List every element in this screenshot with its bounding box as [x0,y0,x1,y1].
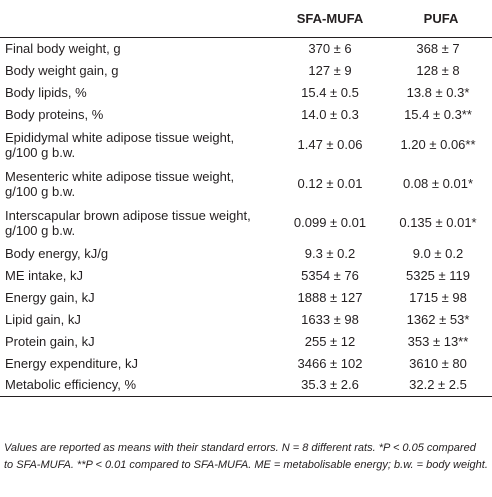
table-row: Energy expenditure, kJ 3466 ± 102 3610 ± 8… [0,352,492,374]
cell-sfa-mufa: 1888 ± 127 [297,289,363,305]
cell-pufa: 1362 ± 53* [406,311,470,327]
row-label: Epididymal white adipose tissue weight, g… [0,125,270,164]
cell-pufa: 32.2 ± 2.5 [409,377,467,393]
table-row: Epididymal white adipose tissue weight, g… [0,125,492,164]
row-label-line: Body lipids, % [5,84,87,100]
row-label-line: Mesenteric white adipose tissue weight, [5,168,235,184]
cell-sfa-mufa: 15.4 ± 0.5 [301,84,359,100]
cell-sfa-mufa: 0.099 ± 0.01 [293,215,367,230]
table-row: Final body weight, g 370 ± 6 368 ± 7 [0,37,492,59]
row-label: Mesenteric white adipose tissue weight, g… [0,164,270,203]
cell-sfa-mufa: 5354 ± 76 [301,267,359,283]
row-label: Interscapular brown adipose tissue weigh… [0,203,270,242]
table-row: Energy gain, kJ 1888 ± 127 1715 ± 98 [0,286,492,308]
cell-pufa: 0.08 ± 0.01* [402,176,474,191]
row-label-line: g/100 g b.w. [5,183,76,199]
row-label: Protein gain, kJ [0,330,270,352]
cell-pufa: 15.4 ± 0.3** [404,106,472,122]
row-label: Body energy, kJ/g [0,242,270,264]
cell-pufa: 0.135 ± 0.01* [399,215,477,230]
row-label: Body lipids, % [0,81,270,103]
header-sfa-mufa: SFA-MUFA [270,0,390,38]
table-row: Mesenteric white adipose tissue weight, g… [0,164,492,203]
cell-sfa-mufa: 35.3 ± 2.6 [301,377,359,393]
table-body: Final body weight, g 370 ± 6 368 ± 7 Body w… [0,37,492,396]
cell-sfa-mufa: 1633 ± 98 [301,311,359,327]
row-label: Lipid gain, kJ [0,308,270,330]
cell-pufa: 128 ± 8 [416,62,460,78]
row-label: Energy expenditure, kJ [0,352,270,374]
table-row: Protein gain, kJ 255 ± 12 353 ± 13** [0,330,492,352]
row-label-line: Body proteins, % [5,106,104,122]
cell-pufa: 3610 ± 80 [409,355,467,371]
row-label-line: Epididymal white adipose tissue weight, [5,129,235,145]
cell-sfa-mufa: 0.12 ± 0.01 [297,176,363,191]
results-table: SFA-MUFA PUFA Final body weight, g 370 ± … [0,0,492,396]
row-label-line: ME intake, kJ [5,267,84,283]
row-label: Body proteins, % [0,103,270,125]
table-row: Lipid gain, kJ 1633 ± 98 1362 ± 53* [0,308,492,330]
row-label: Energy gain, kJ [0,286,270,308]
table-row: Body energy, kJ/g 9.3 ± 0.2 9.0 ± 0.2 [0,242,492,264]
table-row: Metabolic efficiency, % 35.3 ± 2.6 32.2 ± … [0,374,492,396]
cell-sfa-mufa: 1.47 ± 0.06 [297,137,363,152]
row-label-line: Energy gain, kJ [5,289,95,305]
row-label-line: Interscapular brown adipose tissue weigh… [5,207,251,223]
cell-sfa-mufa: 255 ± 12 [304,333,356,349]
table-header-row: SFA-MUFA PUFA [0,0,492,38]
row-label: ME intake, kJ [0,264,270,286]
cell-pufa: 353 ± 13** [407,333,469,349]
row-label: Metabolic efficiency, % [0,374,270,396]
cell-pufa: 1.20 ± 0.06** [400,137,476,152]
row-label: Final body weight, g [0,37,270,59]
cell-pufa: 368 ± 7 [416,40,460,56]
table-row: ME intake, kJ 5354 ± 76 5325 ± 119 [0,264,492,286]
table-footnote: Values are reported as means with their … [4,442,488,471]
cell-sfa-mufa: 127 ± 9 [308,62,352,78]
cell-pufa: 5325 ± 119 [405,267,470,283]
row-label: Body weight gain, g [0,59,270,81]
cell-pufa: 9.0 ± 0.2 [412,245,464,261]
cell-sfa-mufa: 370 ± 6 [308,40,352,56]
cell-pufa: 13.8 ± 0.3* [406,84,470,100]
table-row: Body proteins, % 14.0 ± 0.3 15.4 ± 0.3** [0,103,492,125]
table-row: Interscapular brown adipose tissue weigh… [0,203,492,242]
cell-sfa-mufa: 14.0 ± 0.3 [301,106,359,122]
cell-sfa-mufa: 3466 ± 102 [297,355,363,371]
header-pufa: PUFA [390,0,492,38]
row-label-line: g/100 g b.w. [5,144,76,160]
row-label-line: Lipid gain, kJ [5,311,81,327]
cell-sfa-mufa: 9.3 ± 0.2 [304,245,356,261]
row-label-line: Body energy, kJ/g [5,245,109,261]
row-label-line: g/100 g b.w. [5,222,76,238]
row-label-line: Protein gain, kJ [5,333,95,349]
row-label-line: Final body weight, g [5,40,121,56]
row-label-line: Body weight gain, g [5,62,119,78]
cell-pufa: 1715 ± 98 [409,289,467,305]
header-label [0,0,270,38]
table-row: Body weight gain, g 127 ± 9 128 ± 8 [0,59,492,81]
row-label-line: Metabolic efficiency, % [5,377,137,393]
row-label-line: Energy expenditure, kJ [5,355,138,371]
table-row: Body lipids, % 15.4 ± 0.5 13.8 ± 0.3* [0,81,492,103]
